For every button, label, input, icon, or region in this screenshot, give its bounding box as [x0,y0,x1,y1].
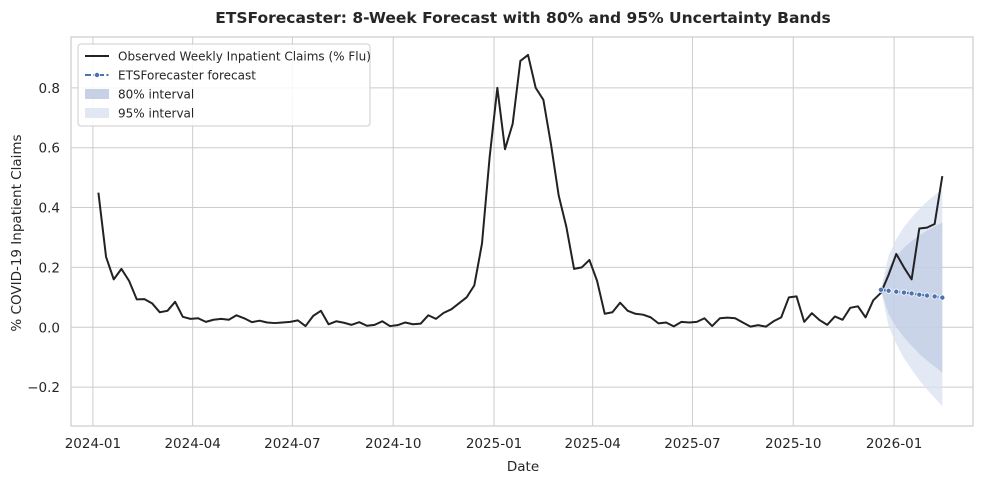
legend-swatch-band [85,108,109,118]
x-tick-label: 2024-01 [65,436,121,452]
forecast-point [923,292,930,299]
legend-entry-observed: Observed Weekly Inpatient Claims (% Flu) [85,50,371,64]
forecast-point [893,288,900,295]
x-axis-ticks: 2024-01 2024-04 2024-07 2024-10 2025-01 2025-… [65,436,923,452]
x-tick-label: 2026-01 [866,436,922,452]
forecast-point [916,291,923,298]
forecast-point [885,287,892,294]
forecast-point [908,290,915,297]
series-lines [97,53,946,328]
forecast-point [900,289,907,296]
y-tick-label: 0.4 [39,201,60,217]
y-tick-label: 0.2 [39,260,60,276]
x-tick-label: 2024-04 [164,436,220,452]
forecast-point [939,294,946,301]
legend-entry-forecast: ETSForecaster forecast [85,69,256,83]
x-tick-label: 2025-07 [664,436,720,452]
legend-entry-95-interval: 95% interval [85,107,194,121]
x-tick-label: 2025-01 [466,436,522,452]
y-axis-ticks: −0.2 0.0 0.2 0.4 0.6 0.8 [27,81,60,396]
y-tick-label: 0.0 [39,320,60,336]
legend-label: 95% interval [118,107,194,121]
legend-swatch-band [85,89,109,99]
legend-label: 80% interval [118,88,194,102]
forecast-point [877,286,884,293]
y-tick-label: −0.2 [27,380,60,396]
legend-label: ETSForecaster forecast [118,69,256,83]
band-80-interval [880,222,943,373]
y-axis-label: % COVID-19 Inpatient Claims [9,134,25,331]
x-axis-label: Date [507,459,539,475]
x-tick-label: 2024-10 [365,436,421,452]
chart-title: ETSForecaster: 8-Week Forecast with 80% … [215,9,831,27]
uncertainty-bands [880,189,943,407]
observed-series-line [97,53,944,328]
x-tick-label: 2025-04 [564,436,620,452]
legend-label: Observed Weekly Inpatient Claims (% Flu) [118,50,371,64]
y-tick-label: 0.6 [39,141,60,157]
forecast-point [931,293,938,300]
y-tick-label: 0.8 [39,81,60,97]
plot-frame [70,36,974,427]
x-tick-label: 2024-07 [264,436,320,452]
x-tick-label: 2025-10 [765,436,821,452]
legend-box [77,43,371,127]
legend-swatch-forecast-marker [94,72,101,79]
legend: Observed Weekly Inpatient Claims (% Flu)… [77,43,371,127]
legend-entry-80-interval: 80% interval [85,88,194,102]
plot-border [70,36,974,427]
